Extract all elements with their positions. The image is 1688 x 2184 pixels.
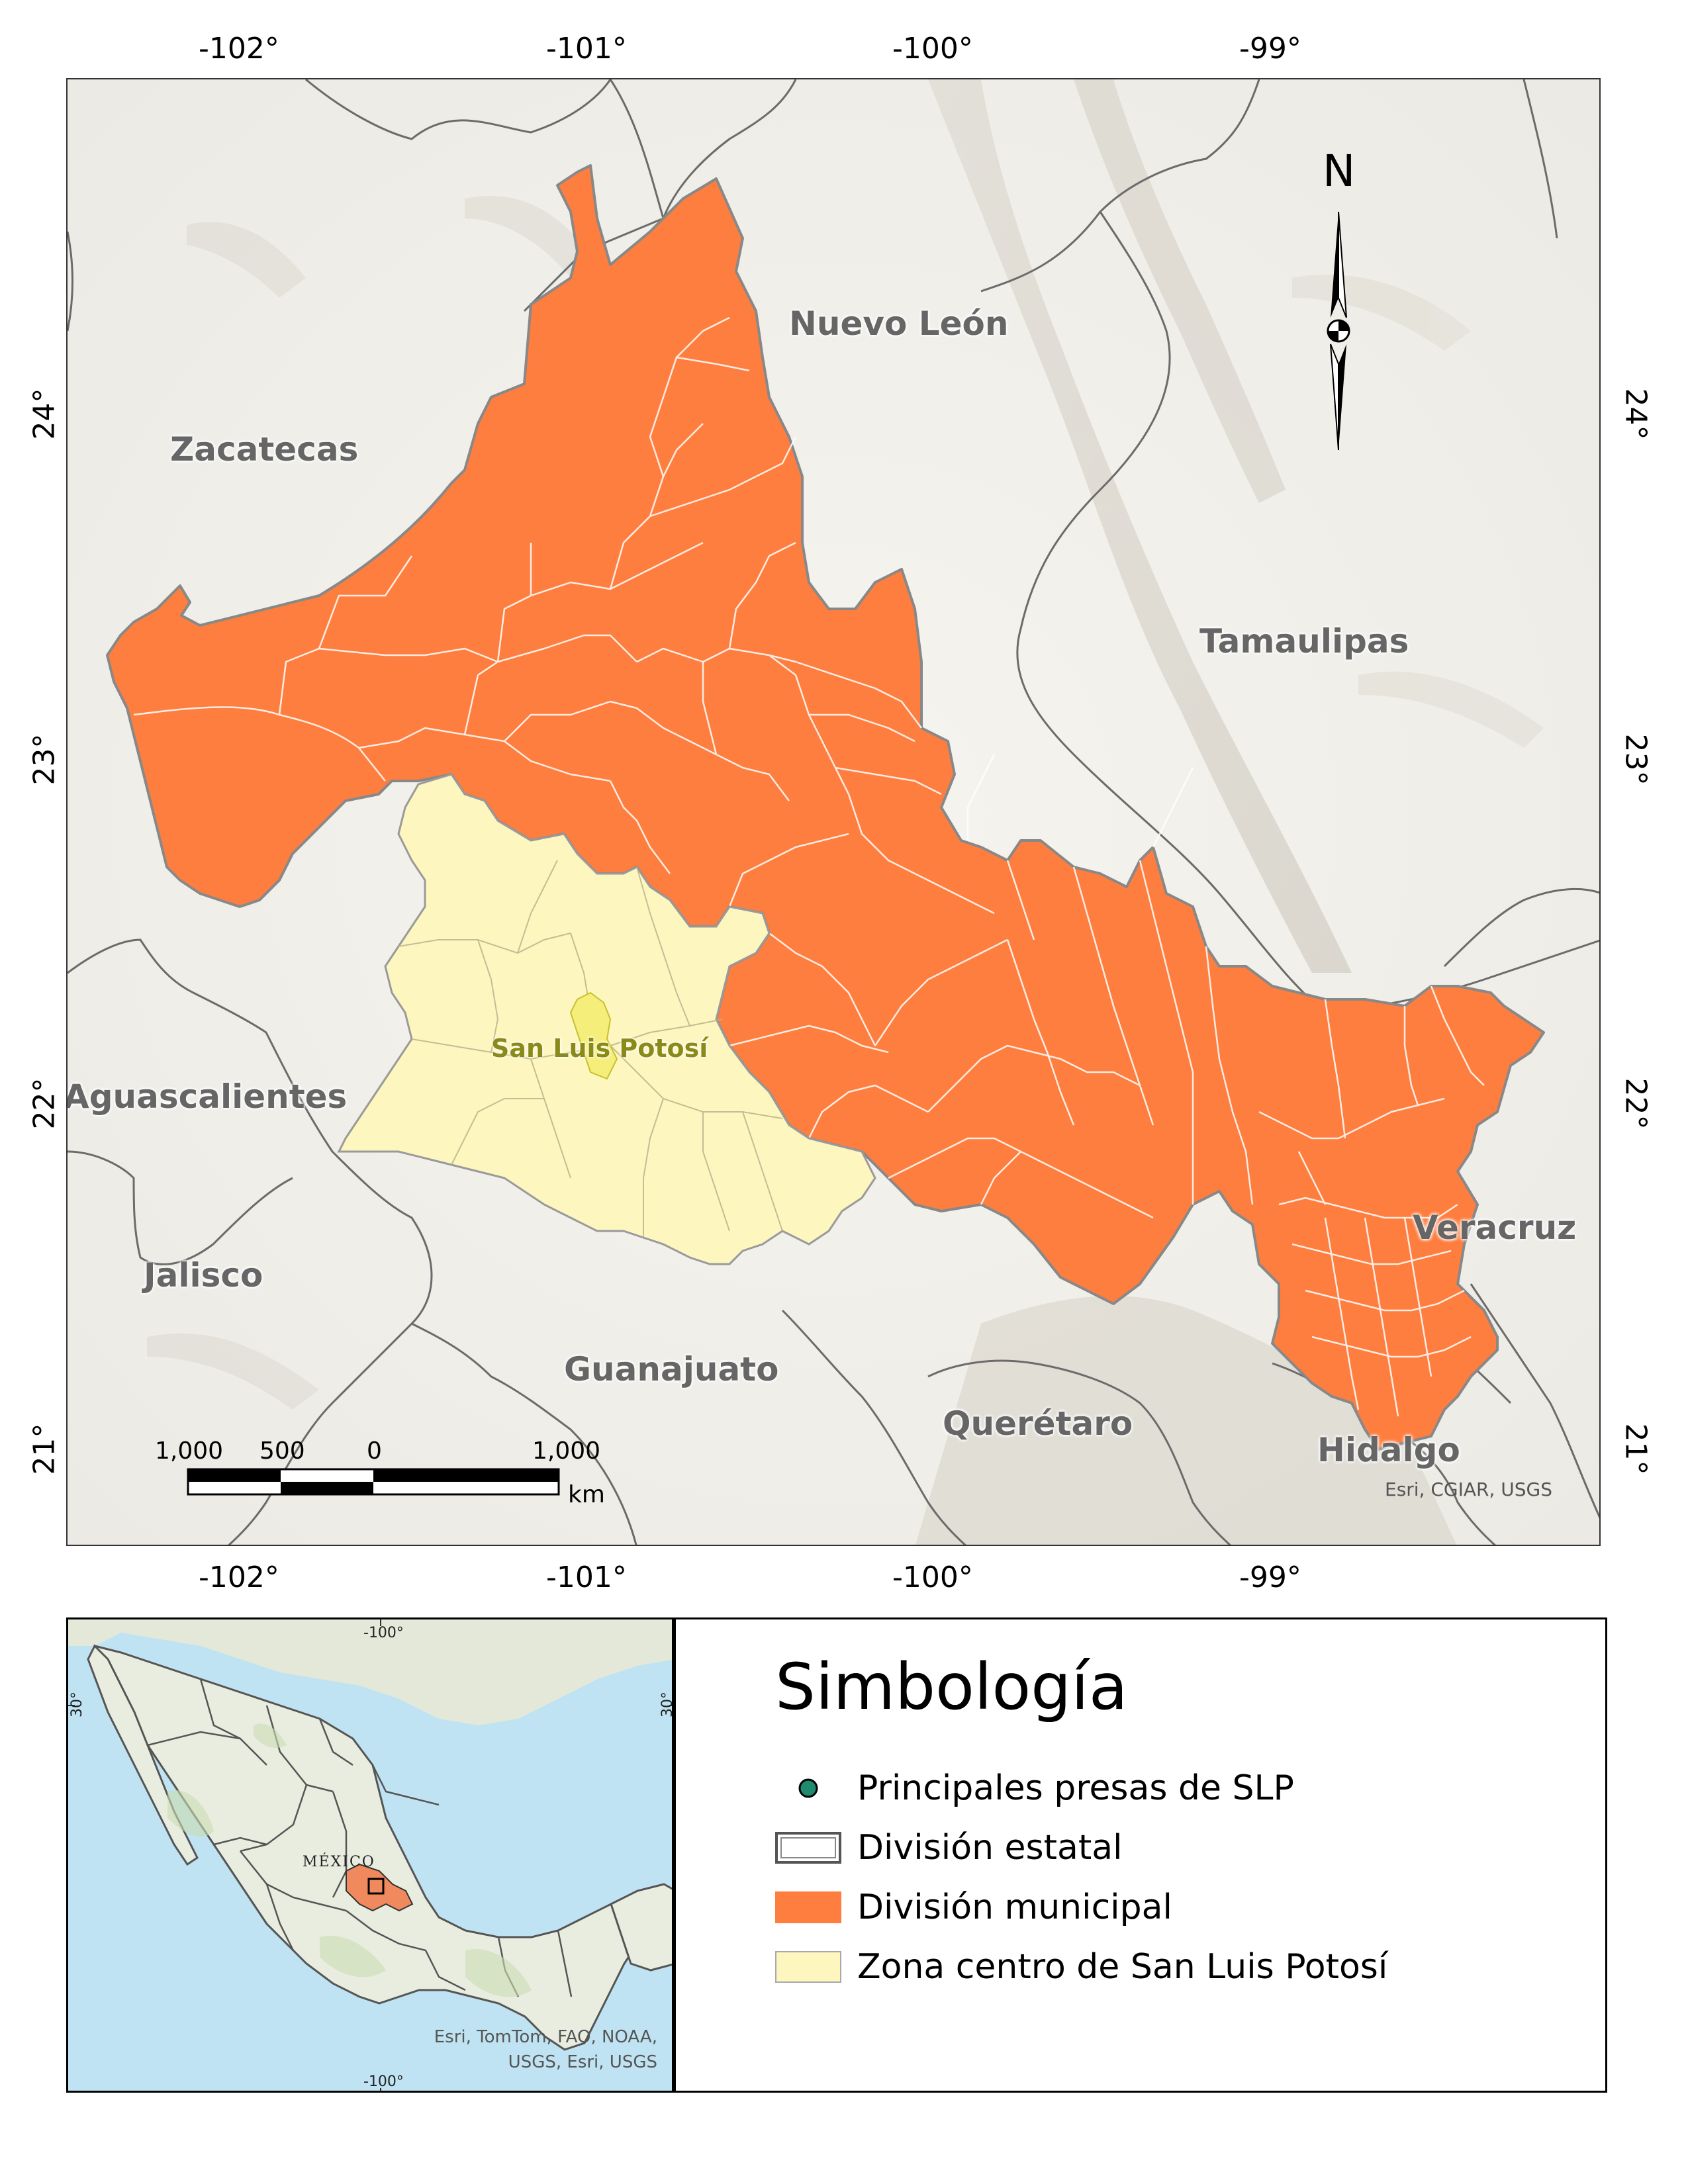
scale-unit-label: km [568,1481,605,1508]
state-label-zacatecas: Zacatecas [170,430,359,469]
inset-country-label: MÉXICO [303,1854,375,1870]
main-map[interactable]: Nuevo León Zacatecas Tamaulipas Aguascal… [66,78,1601,1546]
inset-locator-map[interactable]: -100° -100° 30° 30° MÉXICO Esri, TomTom,… [66,1617,674,2093]
state-label-nuevo-leon: Nuevo León [789,304,1009,343]
inset-credits: Esri, TomTom, FAO, NOAA, USGS, Esri, USG… [434,2025,657,2075]
inset-top-tick: -100° [363,1625,404,1641]
bottom-tick-label: -99° [1239,1561,1301,1594]
right-tick-label: 22° [1618,1077,1653,1130]
inset-bottom-tick: -100° [363,2073,404,2090]
right-tick-label: 21° [1618,1423,1653,1475]
state-division-swatch [775,1832,841,1864]
legend-item: Zona centro de San Luis Potosí [775,1944,1387,1990]
inset-credits-line: USGS, Esri, USGS [508,2052,657,2072]
north-arrow-icon [1327,211,1350,451]
scale-label: 1,000 [532,1437,601,1465]
inset-map-canvas [68,1619,672,2091]
main-map-canvas [68,79,1599,1545]
municipal-lines [133,316,1485,1417]
scale-label: 1,000 [155,1437,224,1465]
legend-panel: Simbología Principales presas de SLP Div… [674,1617,1607,2093]
state-label-hidalgo: Hidalgo [1317,1431,1460,1469]
bottom-tick-label: -101° [546,1561,627,1594]
inset-vegetation [167,1723,532,1997]
top-tick-label: -99° [1239,32,1301,66]
bottom-tick-label: -102° [199,1561,279,1594]
city-urban-area [569,991,618,1080]
top-tick-label: -100° [892,32,973,66]
legend-item: División municipal [775,1884,1172,1931]
legend-title: Simbología [775,1650,1128,1724]
right-tick-label: 24° [1618,388,1653,440]
left-tick-label: 23° [27,733,62,786]
inset-credits-line: Esri, TomTom, FAO, NOAA, [434,2027,657,2047]
municipal-division-swatch [775,1891,841,1923]
scale-bar [187,1468,560,1496]
legend-item-label: División municipal [857,1888,1172,1927]
state-label-veracruz: Veracruz [1413,1208,1577,1247]
scale-label: 500 [259,1437,305,1465]
state-label-queretaro: Querétaro [943,1404,1133,1443]
inset-left-tick: 30° [69,1692,85,1717]
right-tick-label: 23° [1618,733,1653,786]
state-label-jalisco: Jalisco [144,1256,263,1295]
central-zone [337,773,876,1265]
left-tick-label: 22° [27,1077,62,1130]
inset-extent-box [367,1878,385,1895]
state-label-aguascalientes: Aguascalientes [66,1077,348,1116]
central-zone-swatch [775,1951,841,1983]
left-tick-label: 21° [27,1423,62,1475]
legend-item-label: Zona centro de San Luis Potosí [857,1947,1388,1987]
city-label-san-luis-potosi: San Luis Potosí [491,1034,708,1063]
bottom-tick-label: -100° [892,1561,973,1594]
inset-slp-highlight [346,1863,414,1912]
state-label-tamaulipas: Tamaulipas [1199,622,1409,660]
state-label-guanajuato: Guanajuato [564,1350,779,1388]
legend-item: Principales presas de SLP [775,1765,1294,1811]
inset-right-tick: 30° [659,1692,674,1717]
dam-point-icon [775,1772,841,1804]
legend-item-label: Principales presas de SLP [857,1768,1294,1808]
legend-item: División estatal [775,1825,1123,1871]
legend-item-label: División estatal [857,1828,1123,1868]
map-credits: Esri, CGIAR, USGS [1385,1479,1553,1500]
north-arrow-label: N [1323,146,1356,197]
hillshade-relief [147,79,1544,1545]
top-tick-label: -101° [546,32,627,66]
scale-label: 0 [367,1437,382,1465]
left-tick-label: 24° [27,388,62,440]
top-tick-label: -102° [199,32,279,66]
